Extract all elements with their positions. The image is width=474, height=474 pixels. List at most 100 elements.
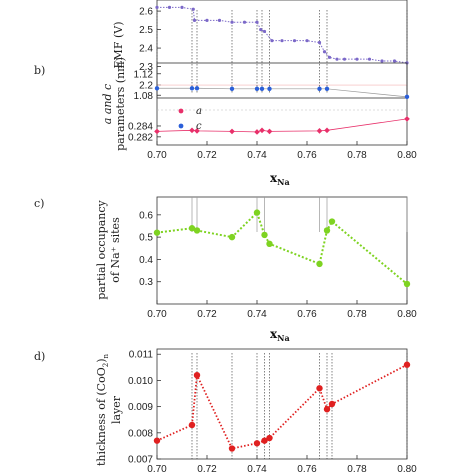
panel-c-point-0 (153, 229, 161, 236)
panel-a-point-20 (342, 57, 347, 61)
panel-b-c-point-8 (324, 86, 330, 92)
panel-a-point-15 (305, 39, 309, 43)
panel-d-point-3 (228, 445, 236, 452)
panel-a-point-24 (392, 59, 397, 63)
panel-a-ylabel: EMF (V) (112, 22, 125, 69)
panel-b-a-point-7 (316, 128, 323, 134)
a-yticks-label-4: 2.2 (139, 81, 153, 92)
panel-b-a-point-4 (254, 129, 260, 135)
a-yticks-label-3: 2.3 (139, 62, 153, 73)
panel-d-ylabel-line1: thickness of (CoO2)n (95, 353, 110, 466)
panel-b-c-point-3 (229, 86, 235, 92)
panel-c-point-2 (193, 227, 201, 234)
panel-b-c-line (157, 87, 408, 98)
panel-c-xlabel-sub: Na (277, 333, 290, 343)
d-yticks-label-1: 0.010 (128, 376, 153, 387)
panel-c-xlabel: xNa (270, 327, 290, 343)
panel-b-c-point-9 (404, 94, 410, 100)
panel-b-legend: a c (178, 106, 202, 132)
panel-c: c) 0.6 0.5 0.4 0.3 0.70 0.72 0.74 0.76 0.78 0.80… (34, 196, 417, 343)
panel-a-frame (156, 0, 408, 99)
c-xticks-label-3: 0.76 (297, 309, 317, 320)
panel-a-point-9 (255, 20, 259, 24)
panel-a-point-7 (230, 20, 234, 24)
panel-d-x-ticks: 0.70 0.72 0.74 0.76 0.78 0.80 (147, 455, 417, 474)
c-yticks-label-3: 0.3 (139, 277, 153, 288)
panel-c-point-7 (316, 260, 323, 268)
c-xticks-label-0: 0.70 (147, 309, 167, 320)
panel-d-series (153, 361, 411, 452)
panel-c-x-ticks: 0.70 0.72 0.74 0.76 0.78 0.80 (147, 300, 417, 320)
panel-d-dotted-guides (191, 353, 408, 459)
panel-a-line (157, 6, 408, 64)
panel-a-point-13 (280, 39, 284, 43)
panel-a-point-2 (180, 5, 184, 9)
panel-b-a-point-8 (324, 127, 330, 134)
panel-a-point-3 (191, 7, 195, 11)
panel-c-frame (156, 196, 408, 305)
a-yticks-label-1: 2.5 (139, 25, 153, 36)
panel-c-point-5 (261, 231, 268, 239)
panel-a-point-14 (292, 39, 297, 43)
legend-c-marker (178, 123, 184, 129)
a-yticks-label-0: 2.6 (139, 7, 153, 18)
panel-a: 2.6 2.5 2.4 2.3 2.2 EMF (V) (112, 0, 409, 99)
panel-a-point-17 (322, 50, 327, 54)
panel-b-a-point-5 (259, 127, 265, 134)
panel-b-c-point-5 (259, 86, 265, 92)
panel-a-point-16 (317, 40, 322, 45)
panel-b-c-point-2 (194, 86, 200, 91)
d-xticks-label-5: 0.80 (397, 464, 417, 474)
panel-c-point-10 (403, 280, 411, 288)
d-xticks-label-0: 0.70 (147, 464, 167, 474)
legend-c-label: c (196, 121, 202, 132)
b-xticks-label-2: 0.74 (247, 150, 267, 161)
a-yticks-label-2: 2.4 (139, 44, 153, 55)
panel-b-a-point-2 (194, 128, 200, 134)
c-xticks-label-4: 0.78 (347, 309, 367, 320)
panel-a-series (155, 5, 409, 65)
panel-d-line (156, 363, 408, 450)
panel-b-a-point-6 (266, 128, 273, 135)
panel-c-y-ticks: 0.6 0.5 0.4 0.3 (139, 210, 161, 288)
panel-d-ylabel-line2: layer (110, 395, 123, 424)
panel-a-point-8 (242, 20, 247, 24)
panel-b-c-point-1 (189, 86, 195, 91)
b-lower-ytick-label-0: 0.284 (128, 121, 153, 132)
panel-b-c-point-6 (267, 86, 272, 92)
panel-a-point-11 (262, 29, 267, 34)
c-yticks-label-2: 0.4 (139, 255, 153, 266)
panel-b-x-ticks: 0.70 0.72 0.74 0.76 0.78 0.80 (147, 141, 417, 161)
panel-a-point-22 (367, 57, 372, 61)
d-xticks-label-1: 0.72 (197, 464, 217, 474)
panel-d-point-10 (403, 361, 411, 368)
panel-b-a-point-0 (154, 128, 160, 135)
panel-c-series (153, 209, 411, 288)
legend-a-marker (178, 108, 184, 114)
c-xticks-label-5: 0.80 (397, 309, 417, 320)
panel-d-point-1 (188, 421, 196, 429)
panel-a-point-5 (205, 18, 209, 22)
panel-b-c-point-4 (254, 86, 260, 92)
c-yticks-label-0: 0.6 (139, 210, 153, 221)
panel-a-point-12 (270, 39, 274, 43)
b-xticks-label-3: 0.76 (297, 150, 317, 161)
panel-c-point-3 (228, 233, 236, 241)
panel-b-series (154, 86, 410, 135)
d-xticks-label-3: 0.76 (297, 464, 317, 474)
panel-a-point-1 (167, 5, 172, 9)
panel-b-label: b) (34, 64, 45, 77)
panel-d-point-0 (153, 437, 161, 444)
panel-d-point-4 (253, 440, 261, 447)
panel-a-point-0 (155, 5, 159, 9)
panel-a-point-19 (335, 57, 339, 61)
panel-d-point-6 (266, 434, 273, 442)
b-lower-ytick-label-1: 0.282 (128, 132, 153, 143)
panel-a-dotted-guides (156, 10, 408, 94)
panel-c-guides (191, 197, 408, 232)
panel-b-xlabel-sub: Na (277, 177, 290, 187)
panel-d-point-9 (328, 400, 336, 408)
panel-b-ylabel-line1: a and c (101, 84, 114, 124)
